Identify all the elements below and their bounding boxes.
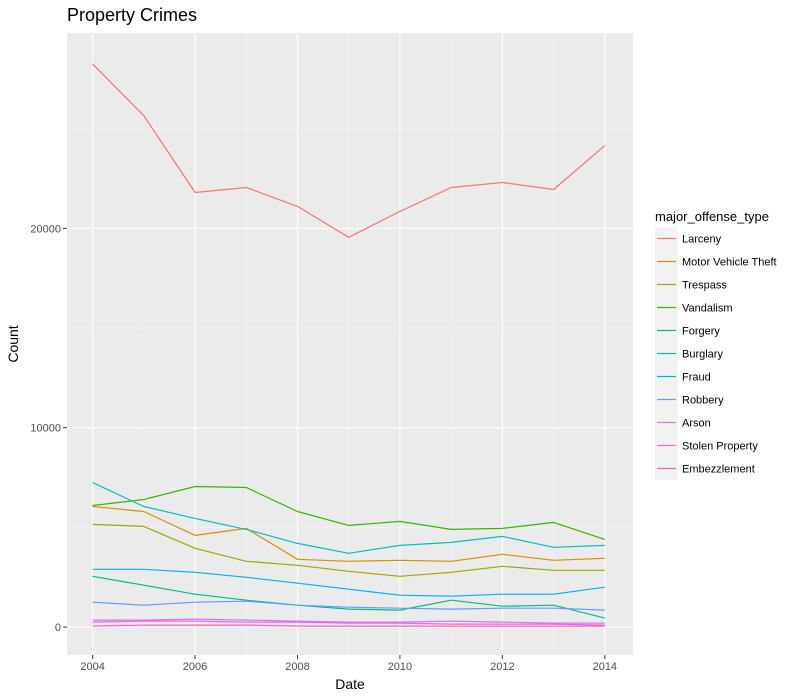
x-axis: 2004 2006 2008 2010 2012 2014 (80, 655, 617, 673)
y-tick-label: 20000 (30, 223, 61, 235)
plot-panel (67, 33, 633, 655)
legend-label-stolen-property: Stolen Property (682, 441, 758, 453)
series-line-motor-vehicle-theft (92, 505, 605, 562)
chart-title: Property Crimes (67, 5, 197, 25)
legend-title: major_offense_type (655, 209, 769, 224)
series-line-robbery (92, 600, 605, 611)
minor-gridlines (67, 33, 633, 655)
series-line-stolen-property (92, 620, 605, 626)
legend-label-forgery: Forgery (682, 326, 720, 338)
series-line-embezzlement (92, 624, 605, 627)
legend-label-trespass: Trespass (682, 280, 727, 292)
y-axis: 0 10000 20000 (30, 223, 67, 634)
x-tick-label: 2004 (80, 661, 104, 673)
y-tick-label: 10000 (30, 423, 61, 435)
legend-label-burglary: Burglary (682, 349, 723, 361)
y-axis-title: Count (5, 325, 21, 362)
legend-label-fraud: Fraud (682, 372, 711, 384)
legend-label-larceny: Larceny (682, 234, 722, 246)
x-tick-label: 2008 (285, 661, 309, 673)
x-tick-label: 2014 (593, 661, 617, 673)
legend-label-arson: Arson (682, 418, 711, 430)
y-tick-label: 0 (55, 622, 61, 634)
series-line-vandalism (92, 485, 605, 540)
major-gridlines (67, 33, 633, 655)
x-axis-title: Date (335, 676, 365, 692)
legend-label-motor-vehicle-theft: Motor Vehicle Theft (682, 257, 777, 269)
series-line-arson (92, 618, 605, 624)
series-line-forgery (92, 575, 605, 619)
x-tick-label: 2010 (388, 661, 412, 673)
legend: major_offense_type Larceny Motor Vehicle … (655, 209, 777, 480)
series-line-larceny (92, 63, 606, 238)
series-line-trespass (92, 523, 605, 577)
series-lines (92, 63, 606, 627)
series-line-burglary (92, 482, 605, 554)
x-tick-label: 2006 (183, 661, 207, 673)
legend-label-vandalism: Vandalism (682, 303, 733, 315)
legend-label-embezzlement: Embezzlement (682, 464, 755, 476)
series-line-fraud (92, 568, 605, 597)
legend-label-robbery: Robbery (682, 395, 724, 407)
x-tick-label: 2012 (490, 661, 514, 673)
